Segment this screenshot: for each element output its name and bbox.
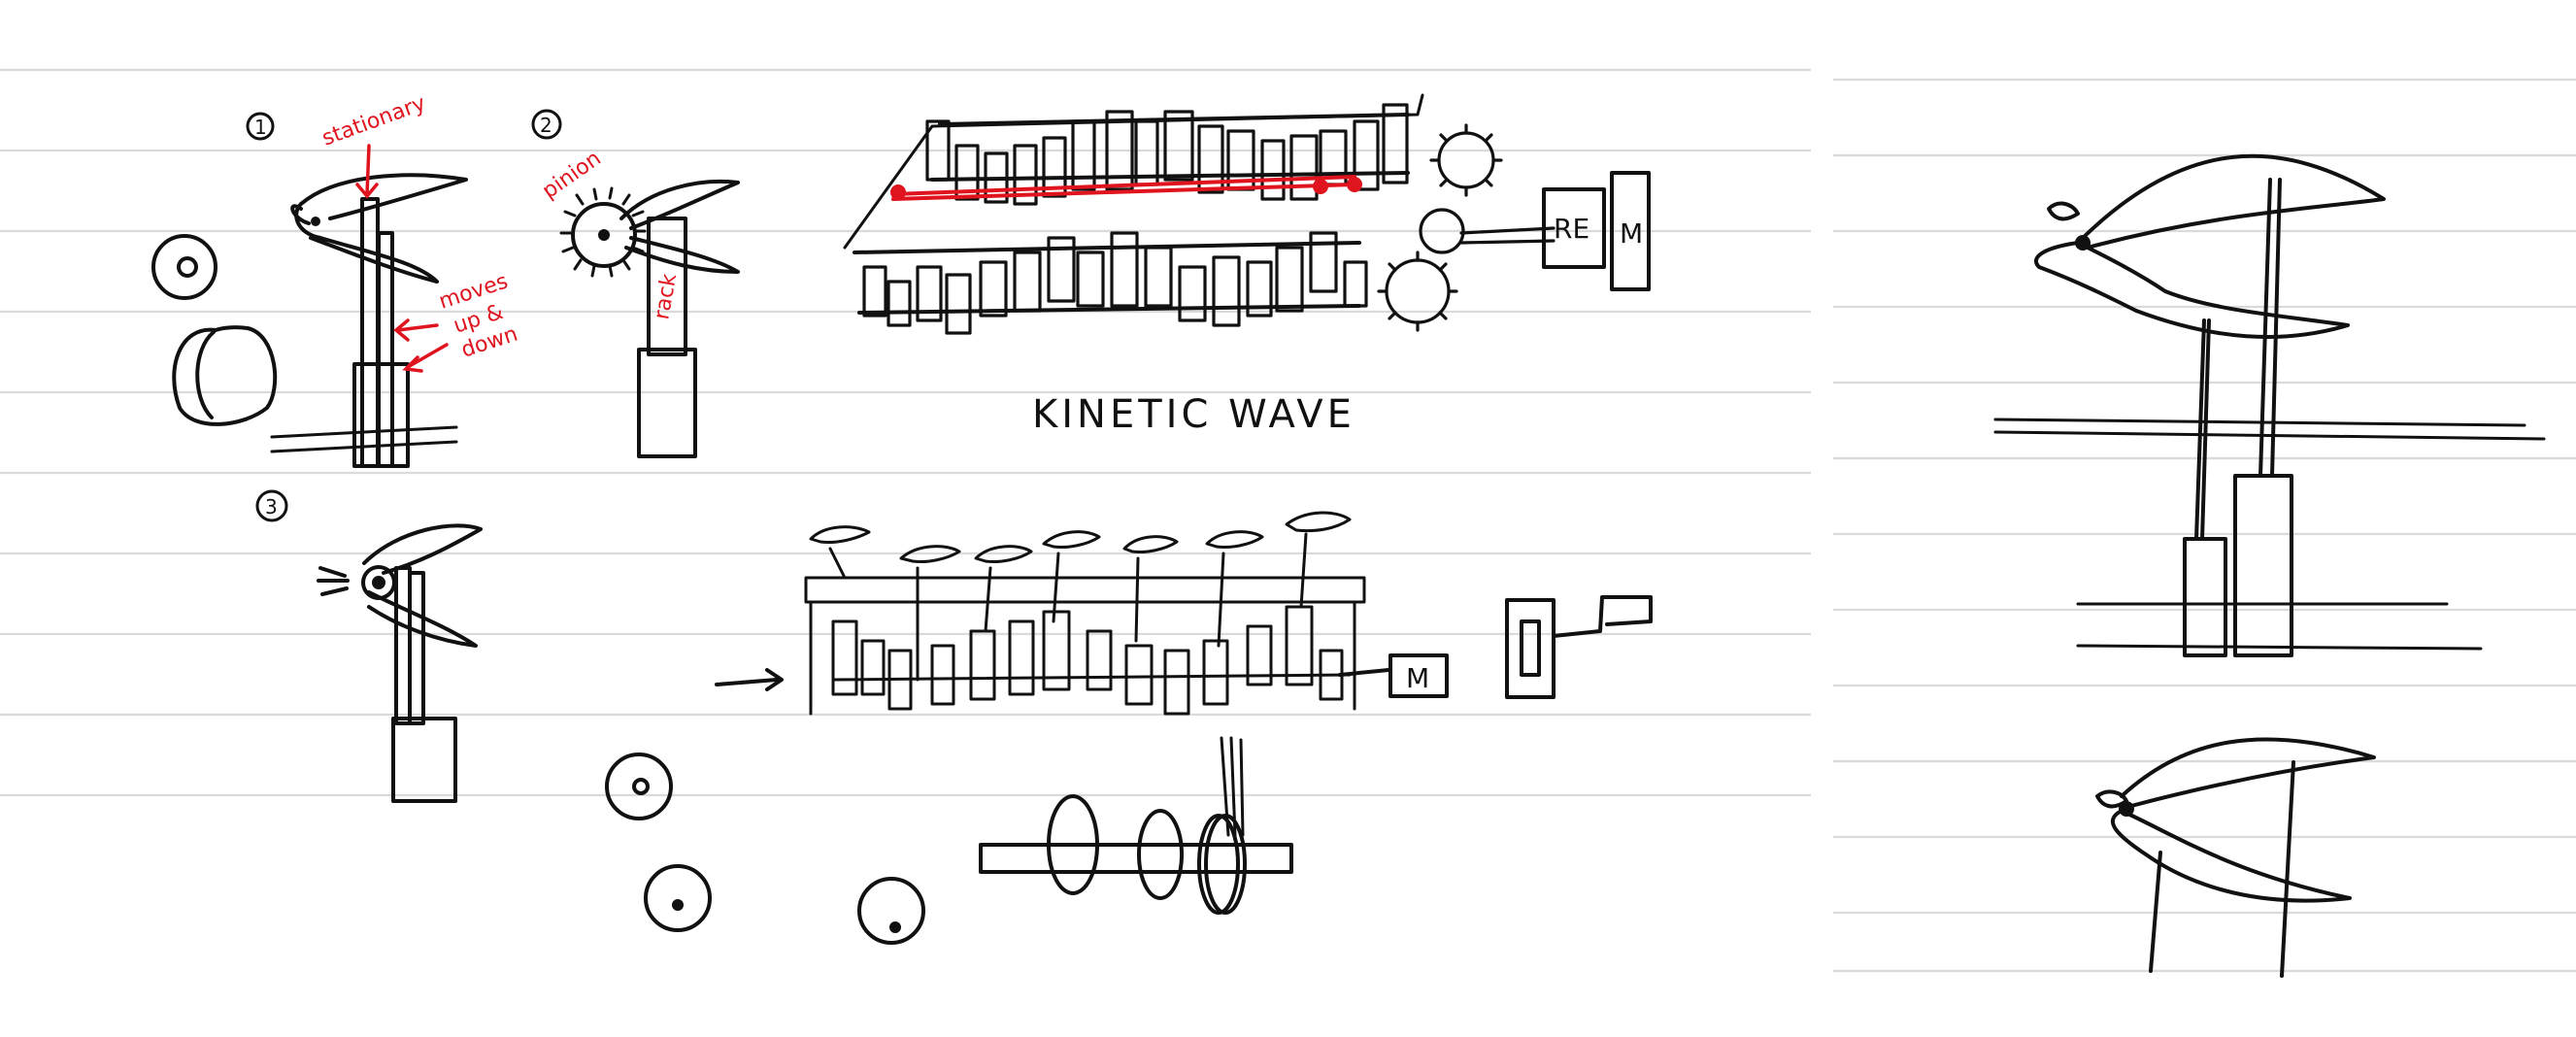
motor-box-top [1610, 171, 1651, 291]
cylinder-disc [172, 325, 278, 426]
rack-base [637, 348, 697, 458]
motor-box-bottom [1388, 653, 1449, 698]
step-3-marker [255, 489, 288, 522]
right-bird-large [1993, 153, 2546, 657]
bird-wing-top-2 [619, 179, 740, 230]
moves-arrow-2 [406, 343, 449, 369]
re-box-label: RE [1554, 213, 1589, 245]
cam-axle [979, 736, 1293, 915]
sketch-1-bird-mechanism: 1 [151, 112, 468, 468]
bird-wing-top [299, 173, 468, 220]
gear-train [1377, 123, 1556, 332]
kinetic-wave-title: KINETIC WAVE [1032, 392, 1355, 437]
rod-base-3 [391, 717, 457, 803]
kinetic-wave-bottom: M [715, 511, 1653, 716]
front-row-cams [862, 231, 1368, 335]
washer-disc [151, 234, 217, 300]
arrow-shaft [715, 678, 779, 686]
sketch-2-rack-pinion: 2 [531, 109, 740, 458]
red-link-line [890, 175, 1362, 201]
stationary-arrow [365, 144, 371, 196]
step-2-marker [531, 109, 562, 140]
notebook-lines-right [1833, 78, 2576, 973]
step-3-number: 3 [265, 495, 278, 518]
right-bird-small [2095, 737, 2376, 978]
bird-row [809, 511, 1352, 682]
motor-top-label: M [1620, 217, 1643, 250]
step-1-number: 1 [254, 116, 267, 139]
pinion-gear [571, 202, 637, 268]
rod-base [352, 362, 410, 468]
kinetic-wave-top: RE M [843, 93, 1651, 335]
moves-arrow-1 [396, 323, 439, 332]
sketch-3-bird: 3 [255, 489, 483, 803]
step-2-number: 2 [540, 114, 552, 137]
rack-bar [647, 217, 687, 356]
back-row-cams [925, 103, 1409, 206]
switch-box [1505, 598, 1556, 699]
loose-discs [605, 753, 925, 945]
step-1-marker [246, 112, 275, 141]
motor-bottom-label: M [1406, 662, 1429, 694]
red-arrows [355, 144, 449, 373]
re-box [1542, 187, 1606, 269]
bird-wing-top-3 [362, 523, 483, 575]
